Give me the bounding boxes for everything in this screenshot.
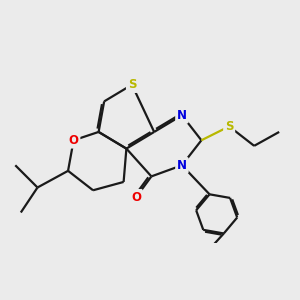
Text: S: S	[225, 120, 233, 133]
Text: N: N	[177, 109, 187, 122]
Text: S: S	[128, 78, 136, 91]
Text: O: O	[131, 191, 141, 204]
Text: O: O	[69, 134, 79, 147]
Text: N: N	[177, 159, 187, 172]
